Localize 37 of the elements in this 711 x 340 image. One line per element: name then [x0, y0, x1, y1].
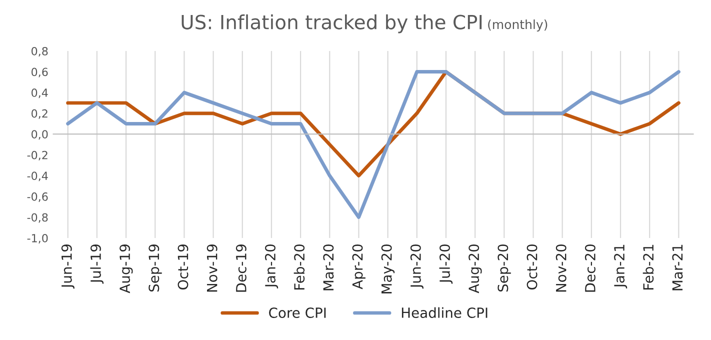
x-tick-label: Oct-19: [178, 244, 188, 290]
line-series: [66, 70, 680, 219]
x-tick-label: Aug-20: [468, 244, 482, 294]
y-tick-label: -1,0: [27, 234, 48, 244]
x-tick-label: Jul-20: [439, 244, 453, 284]
y-tick-label: 0,0: [32, 130, 48, 140]
x-tick-label: Nov-19: [206, 244, 218, 292]
y-tick-label: -0,8: [27, 213, 48, 223]
x-tick-label: Jun-19: [61, 244, 74, 289]
x-tick-label: Feb-20: [294, 244, 305, 290]
y-tick-label: 0,4: [32, 88, 48, 98]
y-tick-label: -0,2: [27, 150, 48, 160]
x-tick-label: Mar-21: [672, 244, 683, 290]
y-tick-label: -0,6: [27, 192, 48, 202]
x-tick-label: Feb-21: [642, 244, 654, 290]
chart-subtitle: (monthly): [488, 19, 548, 32]
x-tick-label: Aug-19: [120, 244, 133, 294]
x-tick-label: Jun-20: [410, 244, 424, 289]
x-tick-label: Jan-20: [264, 244, 278, 288]
y-tick-label: 0,2: [32, 109, 48, 119]
y-tick-label: 0,8: [32, 46, 48, 57]
x-tick-label: Jul-19: [90, 244, 104, 284]
x-tick-label: Dec-20: [584, 244, 596, 292]
y-tick-label: -0,4: [27, 172, 48, 182]
x-tick-label: Jan-21: [614, 244, 628, 288]
x-tick-label: May-20: [381, 244, 395, 294]
legend-label: Core CPI: [269, 308, 326, 318]
y-tick-label: 0,6: [32, 68, 48, 78]
x-tick-label: Sep-20: [498, 244, 511, 292]
x-tick-label: Dec-19: [236, 244, 246, 292]
x-tick-label: Apr-20: [352, 244, 366, 290]
legend-label: Headline CPI: [402, 307, 488, 318]
x-tick-label: Sep-19: [148, 244, 162, 292]
x-tick-label: Nov-20: [556, 244, 566, 292]
x-tick-label: Mar-20: [323, 244, 334, 290]
x-tick-label: Oct-20: [526, 244, 538, 290]
chart-title: US: Inflation tracked by the CPI: [182, 14, 482, 34]
